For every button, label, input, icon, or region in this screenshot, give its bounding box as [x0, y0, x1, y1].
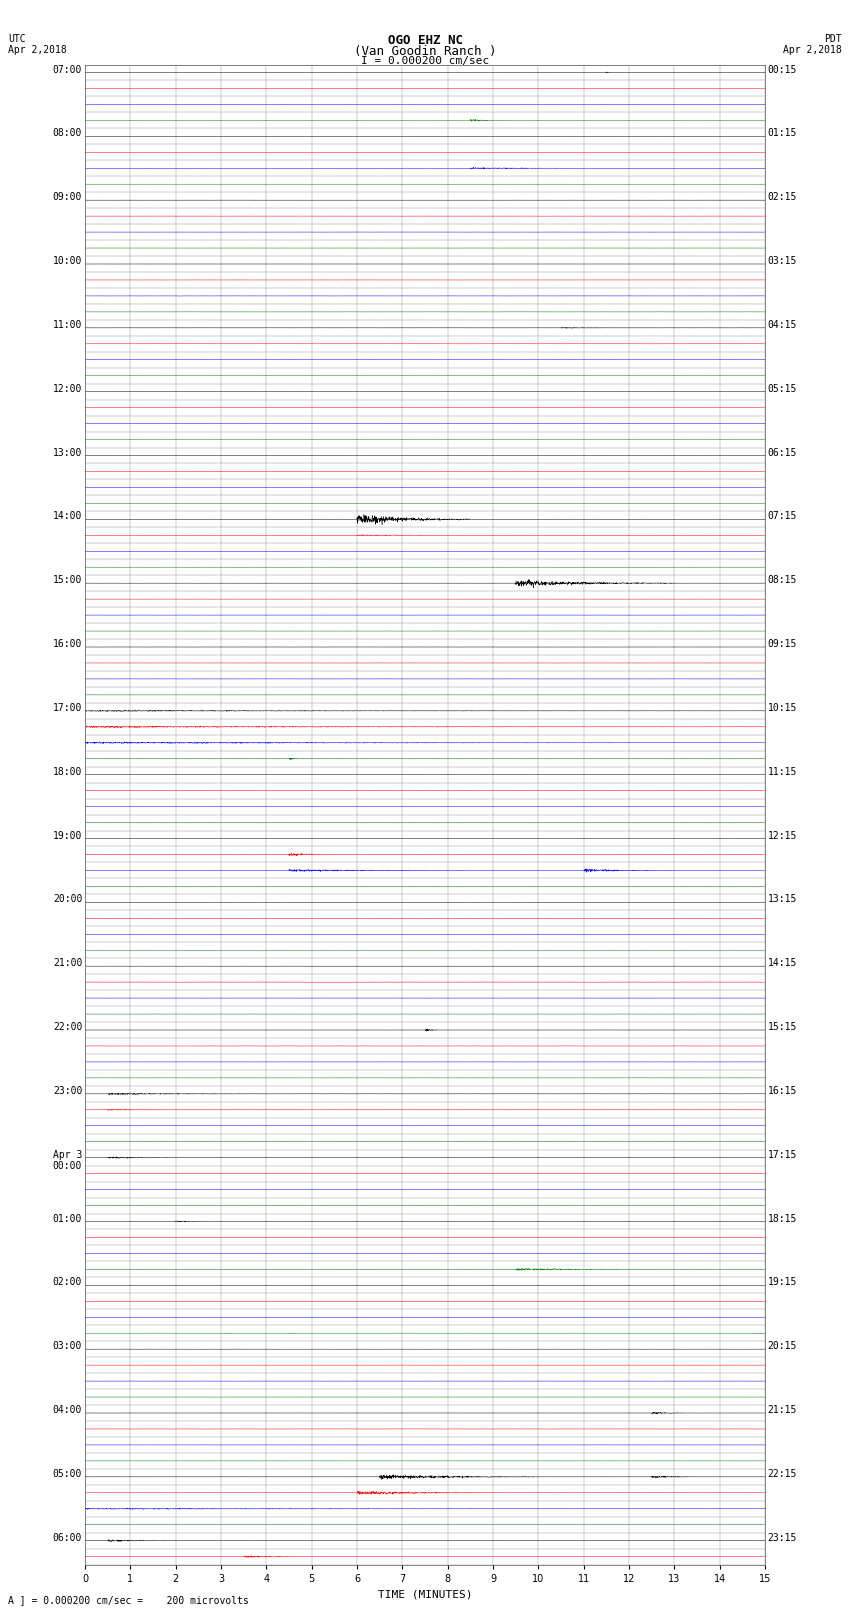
Text: Apr 2,2018: Apr 2,2018	[8, 45, 67, 55]
Text: (Van Goodin Ranch ): (Van Goodin Ranch )	[354, 45, 496, 58]
Text: Apr 2,2018: Apr 2,2018	[783, 45, 842, 55]
X-axis label: TIME (MINUTES): TIME (MINUTES)	[377, 1589, 473, 1598]
Text: PDT: PDT	[824, 34, 842, 44]
Text: UTC: UTC	[8, 34, 26, 44]
Text: I = 0.000200 cm/sec: I = 0.000200 cm/sec	[361, 56, 489, 66]
Text: OGO EHZ NC: OGO EHZ NC	[388, 34, 462, 47]
Text: A ] = 0.000200 cm/sec =    200 microvolts: A ] = 0.000200 cm/sec = 200 microvolts	[8, 1595, 249, 1605]
